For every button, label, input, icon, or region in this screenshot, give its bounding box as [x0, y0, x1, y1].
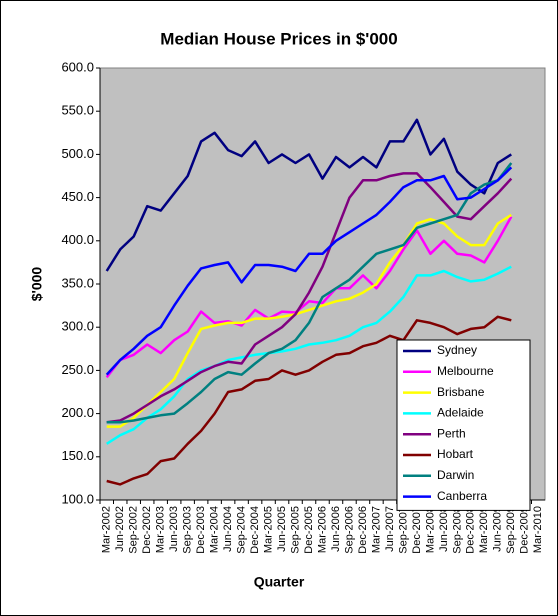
- chart-title: Median House Prices in $'000: [160, 29, 397, 48]
- x-tick-label: Mar-2004: [209, 506, 221, 553]
- x-tick-label: Jun-2007: [384, 506, 396, 552]
- y-tick-label: 450.0: [61, 189, 94, 204]
- x-tick-label: Sep-2006: [343, 506, 355, 554]
- x-tick-label: Mar-2007: [370, 506, 382, 553]
- x-tick-label: Jun-2006: [330, 506, 342, 552]
- x-tick-label: Mar-2008: [424, 506, 436, 553]
- series-line: [105, 118, 512, 272]
- x-tick-label: Sep-2003: [182, 506, 194, 554]
- y-tick-label: 250.0: [61, 362, 94, 377]
- series-line: [106, 172, 513, 424]
- x-tick-label: Jun-2005: [276, 506, 288, 552]
- x-tick-label: Dec-2008: [465, 506, 477, 554]
- x-tick-label: Jun-2003: [168, 506, 180, 552]
- x-tick-label: Dec-2005: [303, 506, 315, 554]
- x-tick-label: Sep-2005: [289, 506, 301, 554]
- legend-label: Perth: [437, 426, 466, 440]
- legend-label: Adelaide: [437, 406, 484, 420]
- legend-label: Brisbane: [437, 385, 485, 399]
- x-tick-label: Sep-2007: [397, 506, 409, 554]
- x-tick-label: Mar-2003: [155, 506, 167, 553]
- y-tick-label: 600.0: [61, 59, 94, 74]
- series-line: [105, 166, 513, 376]
- x-axis-label: Quarter: [254, 574, 305, 590]
- x-tick-label: Sep-2004: [235, 506, 247, 554]
- x-tick-label: Mar-2006: [316, 506, 328, 553]
- x-tick-label: Jun-2009: [492, 506, 504, 552]
- series-line: [106, 162, 513, 424]
- x-tick-label: Dec-2009: [519, 506, 531, 554]
- y-axis-label: $'000: [29, 267, 45, 302]
- x-tick-label: Dec-2004: [249, 506, 261, 554]
- x-tick-label: Jun-2004: [222, 506, 234, 552]
- x-tick-label: Jun-2002: [114, 506, 126, 552]
- x-tick-label: Dec-2002: [141, 506, 153, 554]
- x-tick-label: Mar-2005: [262, 506, 274, 553]
- series-line: [105, 215, 513, 379]
- series-line: [106, 213, 512, 428]
- series-line: [106, 265, 512, 445]
- legend-label: Melbourne: [437, 364, 494, 378]
- y-tick-label: 500.0: [61, 146, 94, 161]
- legend-label: Sydney: [437, 343, 477, 357]
- legend-box: [396, 339, 531, 511]
- x-tick-label: Sep-2009: [505, 506, 517, 554]
- series-line: [106, 315, 512, 486]
- y-tick-label: 100.0: [61, 491, 94, 506]
- x-tick-label: Mar-2002: [101, 506, 113, 553]
- y-tick-label: 150.0: [61, 448, 94, 463]
- x-tick-label: Mar-2009: [478, 506, 490, 553]
- x-tick-label: Sep-2008: [451, 506, 463, 554]
- x-tick-label: Sep-2002: [128, 506, 140, 554]
- legend-label: Hobart: [437, 447, 474, 461]
- y-tick-label: 200.0: [61, 405, 94, 420]
- legend-label: Canberra: [437, 489, 487, 503]
- x-tick-label: Dec-2007: [411, 506, 423, 554]
- x-tick-label: Mar-2010: [532, 506, 544, 553]
- y-tick-label: 400.0: [61, 232, 94, 247]
- y-tick-label: 550.0: [61, 103, 94, 118]
- x-tick-label: Dec-2006: [357, 506, 369, 554]
- y-tick-label: 300.0: [61, 319, 94, 334]
- legend-label: Darwin: [437, 468, 474, 482]
- x-tick-label: Jun-2008: [438, 506, 450, 552]
- y-tick-label: 350.0: [61, 275, 94, 290]
- x-tick-label: Dec-2003: [195, 506, 207, 554]
